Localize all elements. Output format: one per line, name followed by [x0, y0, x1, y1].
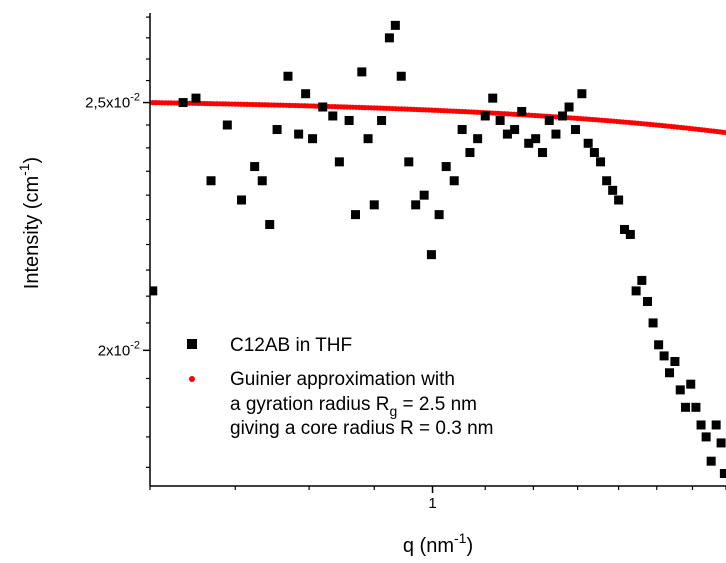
legend: C12AB in THF Guinier approximation with …	[187, 335, 494, 439]
data-point	[250, 162, 260, 172]
data-point	[357, 67, 367, 77]
data-point	[488, 93, 498, 103]
data-point	[719, 469, 726, 479]
data-point	[571, 125, 580, 135]
data-point	[642, 296, 652, 306]
data-point	[369, 200, 379, 210]
data-point	[696, 420, 706, 430]
data-point	[648, 318, 658, 328]
y-tick-label: 2x10-2	[98, 339, 140, 359]
data-point	[191, 93, 201, 103]
data-point	[344, 115, 354, 125]
data-point	[701, 432, 711, 442]
data-point	[596, 157, 606, 167]
data-point	[558, 111, 568, 121]
data-point	[602, 176, 612, 186]
legend-marker-fit	[189, 376, 195, 382]
data-point	[465, 148, 475, 158]
x-tick-label: 1	[428, 495, 436, 512]
data-point	[457, 125, 467, 135]
data-point	[665, 368, 675, 378]
data-point	[441, 162, 451, 172]
data-point	[510, 125, 520, 135]
data-point	[411, 200, 421, 210]
data-point	[301, 89, 311, 99]
data-point	[551, 129, 561, 139]
data-point	[625, 229, 635, 239]
data-point	[480, 111, 490, 121]
data-point	[426, 250, 436, 260]
x-axis-title: q (nm-1)	[403, 530, 473, 557]
fit-series	[150, 99, 726, 136]
data-point	[473, 134, 483, 144]
data-point	[283, 71, 293, 81]
data-point	[716, 438, 726, 448]
legend-label-fit-line1: Guinier approximation with	[230, 369, 455, 390]
data-point	[589, 148, 599, 158]
data-point	[272, 125, 282, 135]
data-point	[206, 176, 216, 186]
data-point	[419, 190, 429, 200]
data-point	[150, 286, 158, 296]
data-point	[178, 98, 188, 108]
data-point	[659, 351, 669, 361]
fit-point	[723, 130, 726, 136]
data-point	[706, 456, 716, 466]
data-point	[614, 195, 624, 205]
data-point	[675, 385, 685, 395]
data-point	[583, 138, 593, 148]
data-point	[308, 134, 318, 144]
data-point	[654, 340, 664, 350]
data-point	[390, 20, 400, 30]
data-point	[318, 102, 328, 112]
data-point	[631, 286, 641, 296]
data-point	[265, 220, 275, 229]
data-point	[538, 148, 547, 158]
legend-label-data: C12AB in THF	[230, 335, 352, 356]
data-point	[434, 210, 444, 220]
y-tick-label: 2,5x10-2	[85, 92, 140, 112]
data-point	[396, 71, 406, 81]
data-point	[637, 275, 647, 285]
data-point	[544, 115, 554, 125]
data-point	[670, 357, 680, 366]
legend-marker-data	[187, 339, 197, 349]
data-point	[577, 89, 587, 99]
data-point	[495, 115, 505, 125]
data-point	[502, 129, 512, 139]
data-point	[620, 224, 630, 234]
data-point	[686, 379, 696, 389]
data-point	[377, 115, 387, 125]
data-point	[517, 106, 527, 116]
data-point	[384, 33, 394, 43]
legend-label-fit-line3: giving a core radius R = 0.3 nm	[230, 418, 494, 439]
data-point	[222, 120, 232, 130]
data-point	[363, 134, 373, 144]
data-point	[691, 402, 701, 412]
data-point	[564, 102, 574, 112]
y-axis-title: Intensity (cm-1)	[16, 157, 43, 289]
data-point	[328, 111, 338, 121]
data-point	[531, 134, 541, 144]
data-point	[449, 176, 459, 186]
data-point	[294, 129, 304, 139]
data-point	[608, 185, 618, 195]
data-series	[150, 20, 726, 479]
axis-ticks	[143, 16, 726, 493]
data-point	[334, 157, 344, 167]
legend-label-fit-line2: a gyration radius Rg = 2.5 nm	[230, 394, 477, 419]
data-point	[524, 138, 534, 148]
data-point	[237, 195, 247, 205]
data-point	[351, 210, 360, 220]
data-point	[681, 402, 691, 412]
data-point	[404, 157, 414, 167]
data-point	[257, 176, 267, 186]
data-point	[711, 420, 721, 430]
